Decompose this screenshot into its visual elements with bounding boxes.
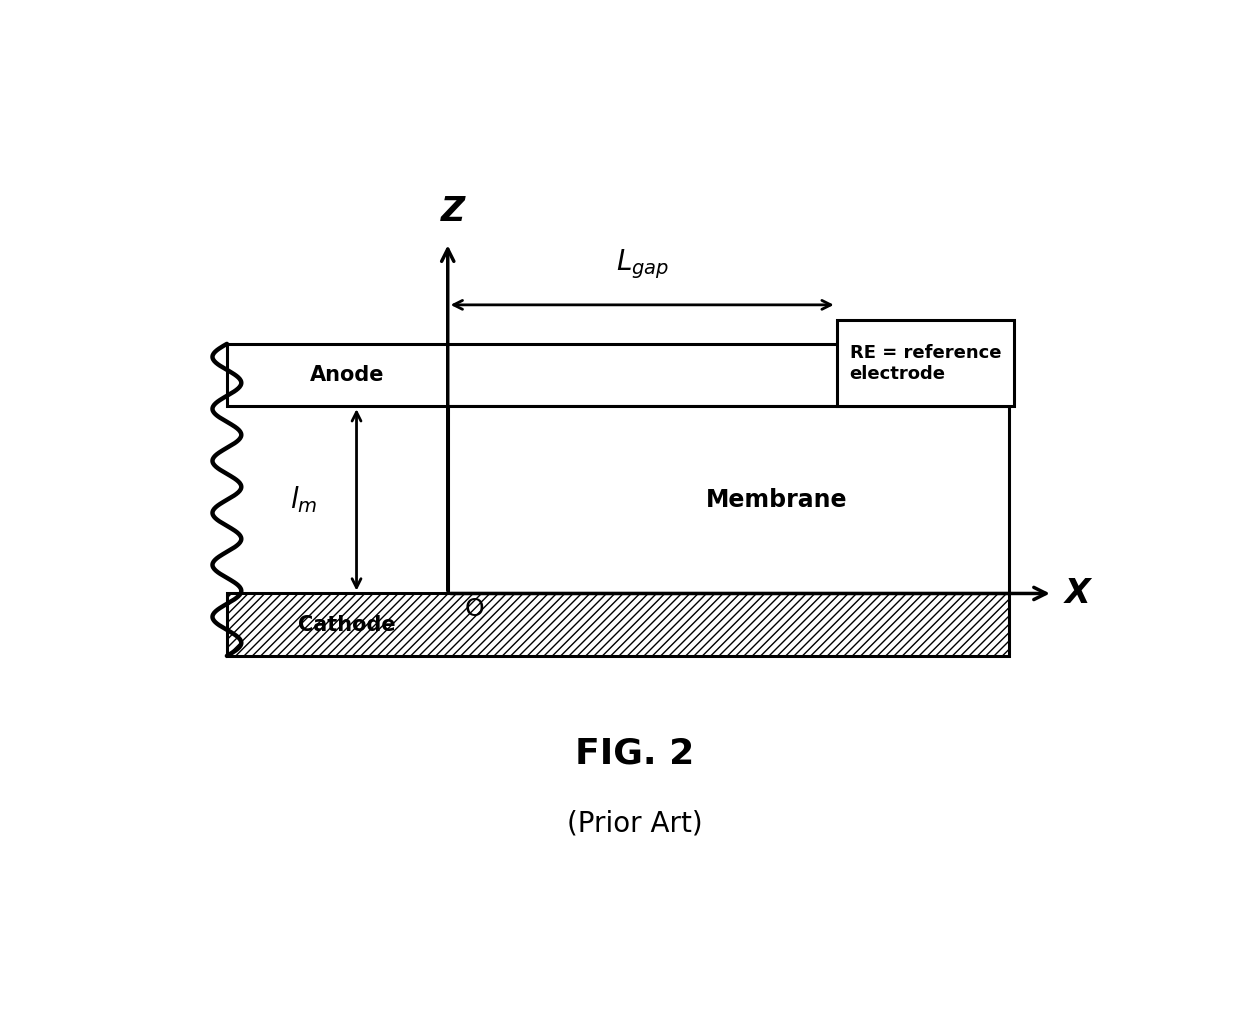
Bar	[227, 343, 1010, 406]
Text: $l_m$: $l_m$	[290, 484, 317, 516]
Text: Cathode: Cathode	[299, 615, 395, 635]
Text: FIG. 2: FIG. 2	[575, 736, 695, 770]
Text: O: O	[465, 598, 484, 621]
Text: X: X	[1064, 577, 1090, 610]
Text: Membrane: Membrane	[706, 488, 847, 512]
Bar	[836, 320, 1015, 406]
Text: Z: Z	[440, 196, 465, 228]
Bar	[227, 594, 1010, 655]
Text: RE = reference
electrode: RE = reference electrode	[850, 344, 1001, 383]
Text: Anode: Anode	[310, 365, 384, 385]
Text: (Prior Art): (Prior Art)	[567, 809, 703, 838]
Text: $L_{gap}$: $L_{gap}$	[616, 248, 669, 282]
Bar	[447, 406, 1010, 594]
